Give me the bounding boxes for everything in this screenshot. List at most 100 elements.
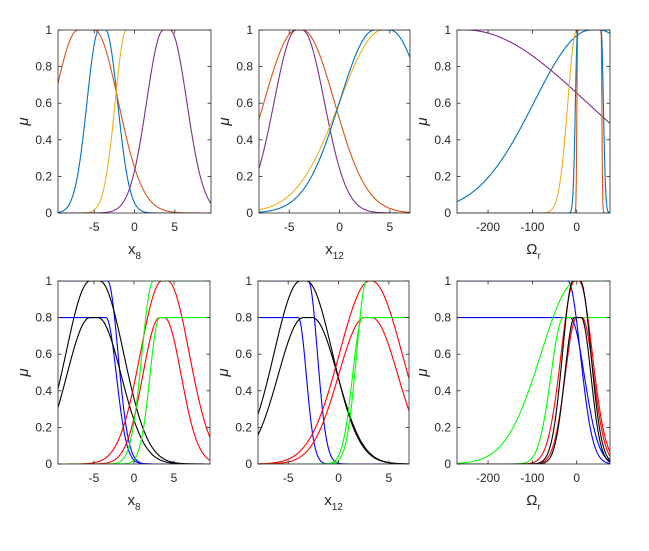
series-line-4 [58,30,211,213]
y-tick-label: 0.2 [434,169,451,183]
series-line-1 [457,30,610,203]
y-axis-label: μ [15,368,32,377]
series-line-2 [457,317,610,462]
x-tick-label: 5 [386,471,393,485]
series-line-1 [258,281,409,464]
curves [457,281,610,464]
series-line-4 [259,30,410,213]
y-axis-label: μ [15,117,32,126]
y-tick-label: 1 [444,23,451,37]
y-tick-label: 1 [45,23,52,37]
x-tick-label: 5 [387,220,394,234]
y-tick-label: 0.6 [434,96,451,110]
subplot-4: 0 0.2 0.4 0.6 0.8 1 -5 0 5 x8 μ [15,274,211,513]
series-line-4 [58,317,210,464]
series-line-6 [58,317,210,464]
subplot-1: 0 0.2 0.4 0.6 0.8 1 -5 0 5 x8 μ [15,23,212,262]
axes-box [57,280,211,465]
curves [457,30,610,213]
series-line-1 [58,30,211,213]
x-axis-label: x8 [128,241,142,262]
series-line-4 [457,317,610,464]
y-tick-label: 1 [245,274,252,288]
series-line-7 [58,281,210,464]
curves [258,281,409,464]
y-tick-label: 0.2 [434,420,451,434]
subplot-6: 0 0.2 0.4 0.6 0.8 1 -200 -100 0 Ωr μ [414,274,611,513]
y-tick-label: 0.8 [236,60,253,74]
curves [58,281,210,464]
y-tick-label: 0 [444,457,451,471]
y-tick-label: 0 [245,457,252,471]
y-tick-label: 0.4 [35,384,52,398]
x-tick-label: 5 [171,471,178,485]
y-tick-label: 0 [444,206,451,220]
x-tick-label: 5 [171,220,178,234]
y-tick-label: 0.8 [35,60,52,74]
y-tick-label: 0.4 [434,384,451,398]
y-tick-label: 0.2 [35,420,52,434]
y-tick-label: 0.6 [434,347,451,361]
x-axis-label: x12 [324,492,343,513]
y-tick-label: 1 [444,274,451,288]
y-tick-label: 0 [246,206,253,220]
y-tick-label: 0.4 [35,133,52,147]
subplot-5: 0 0.2 0.4 0.6 0.8 1 -5 0 5 x12 μ [215,274,410,513]
series-line-5 [258,281,409,464]
axes-box [258,29,411,214]
x-tick-label: 0 [131,471,138,485]
y-tick-label: 0.8 [434,311,451,325]
x-axis-label: x12 [325,241,344,262]
curves [58,30,211,213]
x-tick-label: -5 [283,471,294,485]
y-tick-label: 1 [246,23,253,37]
series-line-4 [258,317,409,464]
x-tick-label: -100 [520,471,544,485]
y-tick-label: 1 [45,274,52,288]
series-line-5 [457,281,610,464]
y-tick-label: 0.6 [35,347,52,361]
y-tick-label: 0.4 [236,133,253,147]
x-axis-label: Ωr [526,241,541,262]
y-tick-label: 0 [45,457,52,471]
x-tick-label: 0 [573,471,580,485]
x-tick-label: 0 [573,220,580,234]
y-tick-label: 0.2 [235,420,252,434]
y-axis-label: μ [414,368,431,377]
y-tick-label: 0 [45,206,52,220]
y-tick-label: 0.4 [235,384,252,398]
x-tick-label: 0 [336,220,343,234]
axes-box [456,29,611,214]
axes-box [257,280,410,465]
x-tick-label: 0 [335,471,342,485]
y-tick-label: 0.8 [434,60,451,74]
series-line-1 [58,281,210,464]
x-tick-label: -100 [520,220,544,234]
series-line-1 [259,30,410,213]
axes-box [456,280,611,465]
y-tick-label: 0.8 [35,311,52,325]
x-tick-label: -200 [476,220,500,234]
series-line-1 [457,281,610,464]
y-tick-label: 0.6 [235,347,252,361]
x-tick-label: -5 [284,220,295,234]
series-line-6 [258,317,409,464]
series-line-2 [58,317,210,464]
axes-box [57,29,212,214]
y-tick-label: 0.2 [35,169,52,183]
subplot-3: 0 0.2 0.4 0.6 0.8 1 -200 -100 0 Ωr μ [414,23,611,262]
series-line-8 [58,317,210,464]
x-tick-label: -5 [89,220,100,234]
series-line-2 [259,30,410,213]
x-tick-label: 0 [131,220,138,234]
y-tick-label: 0.8 [235,311,252,325]
series-line-3 [58,30,211,213]
y-axis-label: μ [216,117,233,126]
series-line-3 [457,281,610,464]
y-tick-label: 0.6 [236,96,253,110]
series-line-7 [258,281,409,464]
series-line-8 [258,317,409,464]
y-axis-label: μ [414,117,431,126]
series-line-5 [58,281,210,464]
